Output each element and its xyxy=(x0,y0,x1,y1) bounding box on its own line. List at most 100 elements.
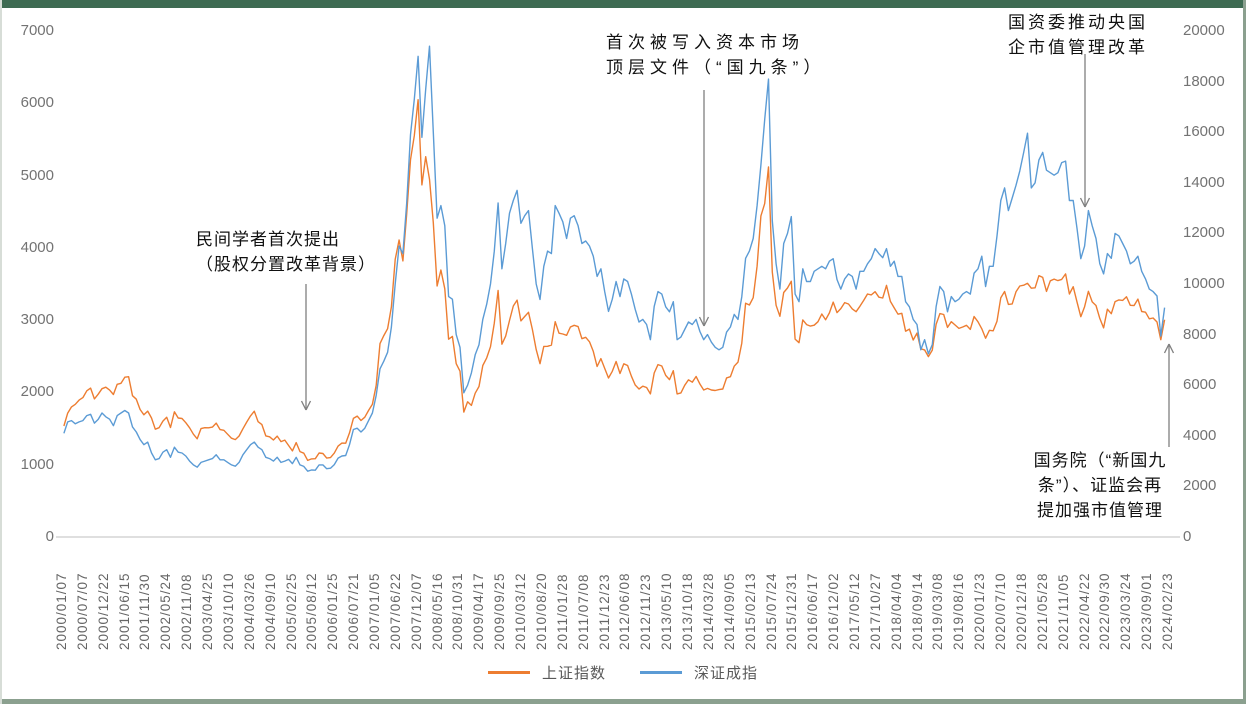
x-axis-date-label: 2013/10/18 xyxy=(680,572,696,650)
y-right-tick-label: 20000 xyxy=(1183,22,1225,39)
x-axis-date-label: 2013/05/10 xyxy=(659,572,675,650)
x-axis-date-label: 2001/11/30 xyxy=(137,573,153,650)
ann-xinguojiutiao-text-line: 提加强市值管理 xyxy=(1036,501,1163,520)
x-axis-date-label: 2002/05/24 xyxy=(158,572,174,650)
x-axis-date-label: 2010/08/20 xyxy=(533,572,549,650)
x-axis-date-label: 2017/05/12 xyxy=(846,572,862,650)
y-right-tick-label: 6000 xyxy=(1183,376,1217,394)
x-axis-date-label: 2007/06/22 xyxy=(387,572,403,650)
x-axis-date-label: 2019/03/08 xyxy=(930,572,946,650)
y-right-tick-label: 4000 xyxy=(1183,426,1217,444)
window-right-border xyxy=(1243,0,1246,704)
ann-minjian-text: 民间学者首次提出 （股权分置改革背景） xyxy=(196,227,376,277)
y-right-tick-label: 10000 xyxy=(1183,275,1225,292)
ann-guojiutiao-arrowhead xyxy=(703,316,710,327)
y-right-tick-label: 8000 xyxy=(1183,325,1217,343)
window-top-border xyxy=(0,0,1246,8)
legend-item-szse: 深证成指 xyxy=(640,662,758,683)
x-axis-date-label: 2020/12/18 xyxy=(1013,572,1029,650)
y-right-tick-label: 14000 xyxy=(1183,173,1225,191)
x-axis-date-label: 2001/06/15 xyxy=(116,572,132,650)
ann-minjian-arrowhead xyxy=(300,400,307,411)
y-right-tick-label: 16000 xyxy=(1183,123,1225,141)
x-axis-date-label: 2003/04/25 xyxy=(200,572,216,650)
x-axis-date-label: 2000/12/22 xyxy=(95,572,111,650)
x-axis-date-label: 2011/07/08 xyxy=(575,573,591,650)
x-axis-date-label: 2014/03/28 xyxy=(700,572,716,650)
y-left-tick-label: 2000 xyxy=(20,383,54,401)
y-left-tick-label: 6000 xyxy=(20,94,54,112)
series-line-szse xyxy=(63,45,1166,472)
x-axis-date-label: 2016/06/17 xyxy=(805,572,821,650)
x-axis-date-label: 2020/07/10 xyxy=(993,572,1009,650)
ann-xinguojiutiao-arrowhead xyxy=(1163,343,1170,354)
x-axis-date-label: 2023/03/24 xyxy=(1118,572,1134,650)
y-right-tick-label: 0 xyxy=(1183,528,1192,545)
legend-line-swatch-sse xyxy=(487,671,530,674)
y-left-tick-label: 0 xyxy=(45,528,54,545)
x-axis-date-label: 2002/11/08 xyxy=(179,573,195,650)
y-left-tick-label: 7000 xyxy=(20,22,54,39)
x-axis-date-label: 2007/12/07 xyxy=(408,572,424,650)
ann-guoziwei-arrowhead xyxy=(1084,197,1091,208)
y-left-tick-label: 3000 xyxy=(20,311,54,329)
legend-item-sse: 上证指数 xyxy=(487,662,606,683)
x-axis-date-label: 2006/01/25 xyxy=(325,572,341,650)
x-axis-date-label: 2014/09/05 xyxy=(721,572,737,650)
x-axis-date-label: 2011/01/28 xyxy=(554,573,570,650)
ann-xinguojiutiao-text-line: 国务院（“新国九 xyxy=(1033,451,1167,470)
x-axis-date-label: 2008/10/31 xyxy=(450,572,466,650)
x-axis-date-label: 2012/11/23 xyxy=(638,573,654,650)
x-axis-date-label: 2003/10/10 xyxy=(220,572,236,650)
ann-xinguojiutiao-text: 国务院（“新国九 条”）、证监会再 提加强市值管理 xyxy=(1034,448,1167,523)
ann-minjian-text-line: （股权分置改革背景） xyxy=(196,255,376,274)
x-axis-date-label: 2019/08/16 xyxy=(951,572,967,650)
ann-guoziwei-arrowhead xyxy=(1079,197,1086,208)
x-axis-date-label: 2022/04/22 xyxy=(1076,572,1092,650)
ann-minjian-arrowhead xyxy=(305,400,312,411)
y-left-tick-label: 4000 xyxy=(20,238,54,256)
window-left-border xyxy=(0,0,2,704)
legend-line-swatch-szse xyxy=(640,671,682,674)
window-bottom-border xyxy=(0,699,1246,704)
ann-guoziwei-text: 国资委推动央国 企市值管理改革 xyxy=(1008,10,1148,60)
x-axis-date-label: 2009/04/17 xyxy=(471,572,487,650)
x-axis-date-label: 2000/01/07 xyxy=(54,572,69,650)
x-axis-date-label: 2018/04/04 xyxy=(888,572,904,650)
legend-label-szse: 深证成指 xyxy=(694,665,759,682)
y-right-tick-label: 18000 xyxy=(1183,72,1225,90)
x-axis-date-label: 2007/01/05 xyxy=(367,572,383,650)
x-axis-date-label: 2010/03/12 xyxy=(513,572,529,650)
ann-guojiutiao-text: 首次被写入资本市场顶层文件（“国九条”） xyxy=(606,30,825,80)
x-axis-date-label: 2015/07/24 xyxy=(763,572,779,650)
ann-minjian-text-line: 民间学者首次提出 xyxy=(196,230,340,249)
x-axis-date-label: 2015/02/13 xyxy=(742,572,758,650)
ann-guoziwei-text-line: 国资委推动央国 xyxy=(1008,13,1148,32)
legend-label-sse: 上证指数 xyxy=(541,665,606,682)
y-right-tick-label: 12000 xyxy=(1183,224,1225,242)
chart-legend: 上证指数 深证成指 xyxy=(0,662,1246,683)
x-axis-date-label: 2021/11/05 xyxy=(1055,573,1071,650)
x-axis-date-label: 2015/12/31 xyxy=(784,572,800,650)
x-axis-date-label: 2023/09/01 xyxy=(1139,572,1155,650)
ann-guojiutiao-text-line: 首次被写入资本市场 xyxy=(606,33,804,52)
ann-guojiutiao-arrowhead xyxy=(698,316,705,327)
x-axis-date-label: 2018/09/14 xyxy=(909,572,925,650)
x-axis-date-label: 2020/01/23 xyxy=(972,572,988,650)
x-axis-date-label: 2024/02/23 xyxy=(1160,572,1175,650)
x-axis-date-label: 2008/05/16 xyxy=(429,572,445,650)
x-axis-date-label: 2000/07/07 xyxy=(74,572,90,650)
x-axis-date-label: 2011/12/23 xyxy=(596,573,612,650)
ann-guojiutiao-text-line: 顶层文件（“国九条”） xyxy=(606,58,826,77)
x-axis-date-label: 2012/06/08 xyxy=(617,572,633,650)
x-axis-date-label: 2004/03/26 xyxy=(241,572,257,650)
x-axis-date-label: 2021/05/28 xyxy=(1034,572,1050,650)
x-axis-date-label: 2006/07/21 xyxy=(346,572,362,650)
x-axis-date-label: 2009/09/25 xyxy=(492,572,508,650)
x-axis-date-label: 2005/08/12 xyxy=(304,572,320,650)
y-left-tick-label: 1000 xyxy=(20,455,54,473)
y-right-tick-label: 2000 xyxy=(1183,477,1217,495)
ann-guoziwei-text-line: 企市值管理改革 xyxy=(1008,38,1148,57)
